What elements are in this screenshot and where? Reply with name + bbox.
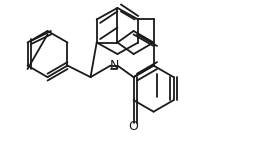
Text: N: N (109, 59, 119, 72)
Text: O: O (129, 120, 139, 133)
